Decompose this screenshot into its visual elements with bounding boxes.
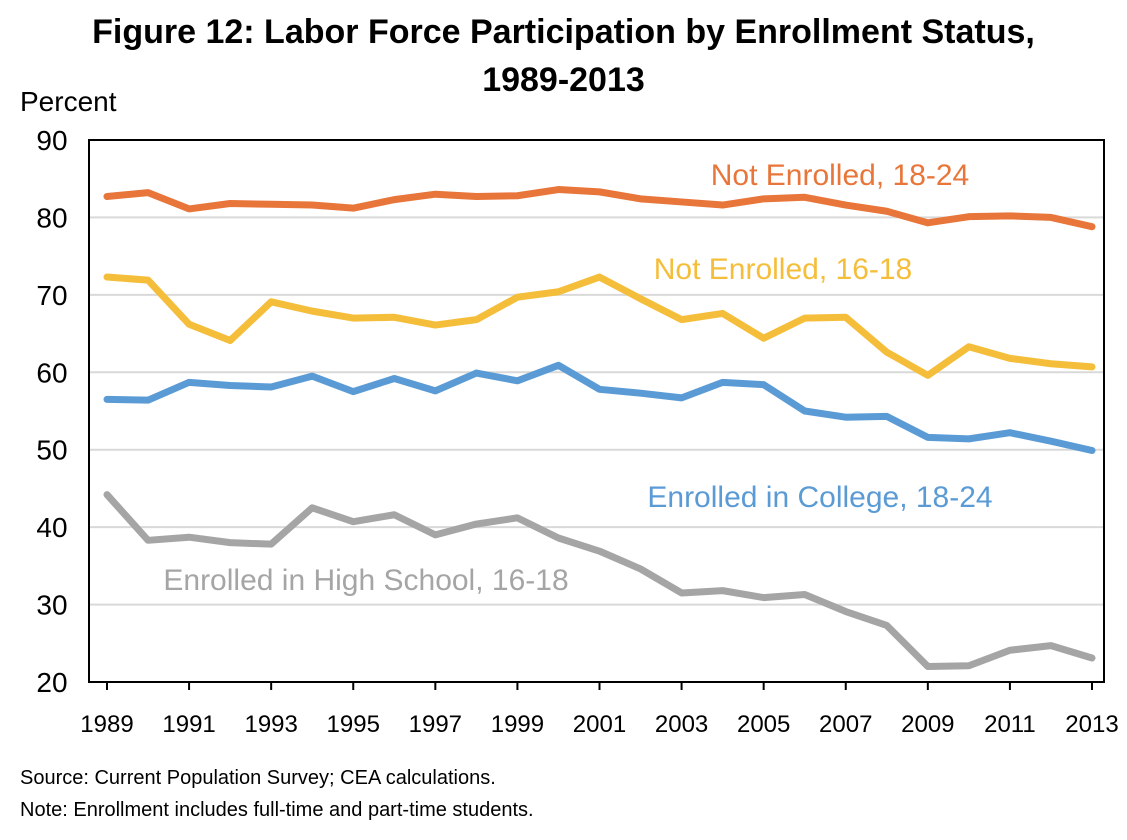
series-label-4: Enrolled in High School, 16-18 [163,564,568,597]
x-tick-label-2007: 2007 [819,711,872,738]
y-tick-label-70: 70 [36,280,67,311]
series-line-4 [103,491,1096,671]
series-line-1 [103,186,1096,231]
y-tick-label-30: 30 [36,590,67,621]
source-note: Source: Current Population Survey; CEA c… [20,767,496,789]
y-axis-unit-label: Percent [20,86,117,117]
chart-title-line-2: 1989-2013 [482,61,645,99]
series-label-1: Not Enrolled, 18-24 [711,159,970,192]
y-tick-label-60: 60 [36,357,67,388]
x-tick-label-1991: 1991 [162,711,215,738]
series-label-2: Not Enrolled, 16-18 [654,253,913,286]
y-tick-label-80: 80 [36,202,67,233]
series-label-3: Enrolled in College, 18-24 [647,481,992,514]
x-tick-label-1993: 1993 [244,711,297,738]
x-tick-label-2005: 2005 [737,711,790,738]
chart-notes: Source: Current Population Survey; CEA c… [20,762,534,826]
x-tick-label-1989: 1989 [80,711,133,738]
x-tick-label-1997: 1997 [409,711,462,738]
series-line-3 [103,361,1096,454]
x-tick-label-2013: 2013 [1065,711,1118,738]
x-tick-label-2009: 2009 [901,711,954,738]
x-tick-label-2003: 2003 [655,711,708,738]
enrollment-note: Note: Enrollment includes full-time and … [20,799,534,821]
plot-area-frame [88,139,1105,683]
y-tick-label-40: 40 [36,512,67,543]
x-tick-label-2001: 2001 [573,711,626,738]
x-tick-label-1999: 1999 [491,711,544,738]
chart-title: Figure 12: Labor Force Participation by … [0,8,1127,104]
chart-title-line-1: Figure 12: Labor Force Participation by … [92,13,1035,51]
y-tick-label-20: 20 [36,667,67,698]
x-tick-label-1995: 1995 [327,711,380,738]
y-tick-label-50: 50 [36,435,67,466]
x-tick-label-2011: 2011 [984,711,1036,738]
y-tick-label-90: 90 [36,125,67,156]
series-line-2 [103,273,1096,379]
